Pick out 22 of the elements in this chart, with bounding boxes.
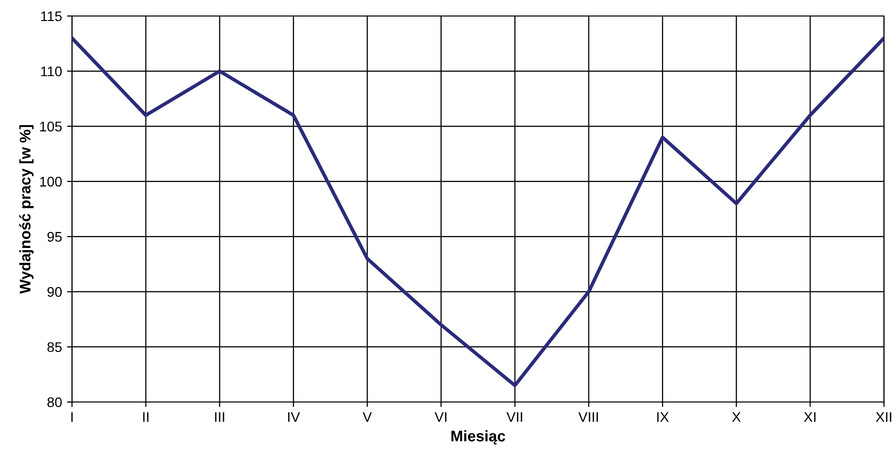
y-tick-label: 105 bbox=[40, 122, 62, 132]
y-tick-label: 80 bbox=[47, 397, 62, 408]
x-tick-label: VII bbox=[506, 412, 522, 422]
y-tick-label: 85 bbox=[47, 342, 62, 352]
x-tick-label: VI bbox=[434, 412, 446, 422]
x-tick-label: IV bbox=[288, 412, 300, 422]
x-tick-label: X bbox=[732, 412, 741, 422]
x-tick-label: II bbox=[143, 412, 148, 422]
x-tick-label: XII bbox=[876, 412, 892, 422]
y-tick-label: 90 bbox=[47, 287, 62, 297]
x-tick-label: VIII bbox=[578, 412, 598, 422]
y-tick-label: 110 bbox=[41, 66, 62, 76]
x-tick-label: III bbox=[215, 412, 224, 422]
x-tick-label: XI bbox=[804, 412, 816, 422]
y-tick-label: 115 bbox=[41, 11, 62, 22]
x-axis-title: Miesiąc bbox=[451, 430, 506, 444]
y-axis-title: Wydajność pracy [w %] bbox=[19, 125, 34, 294]
y-tick-label: 100 bbox=[40, 176, 62, 187]
x-tick-label: IX bbox=[657, 412, 669, 422]
y-tick-label: 95 bbox=[47, 232, 62, 242]
x-tick-label: I bbox=[71, 412, 73, 422]
x-tick-label: V bbox=[362, 412, 372, 422]
